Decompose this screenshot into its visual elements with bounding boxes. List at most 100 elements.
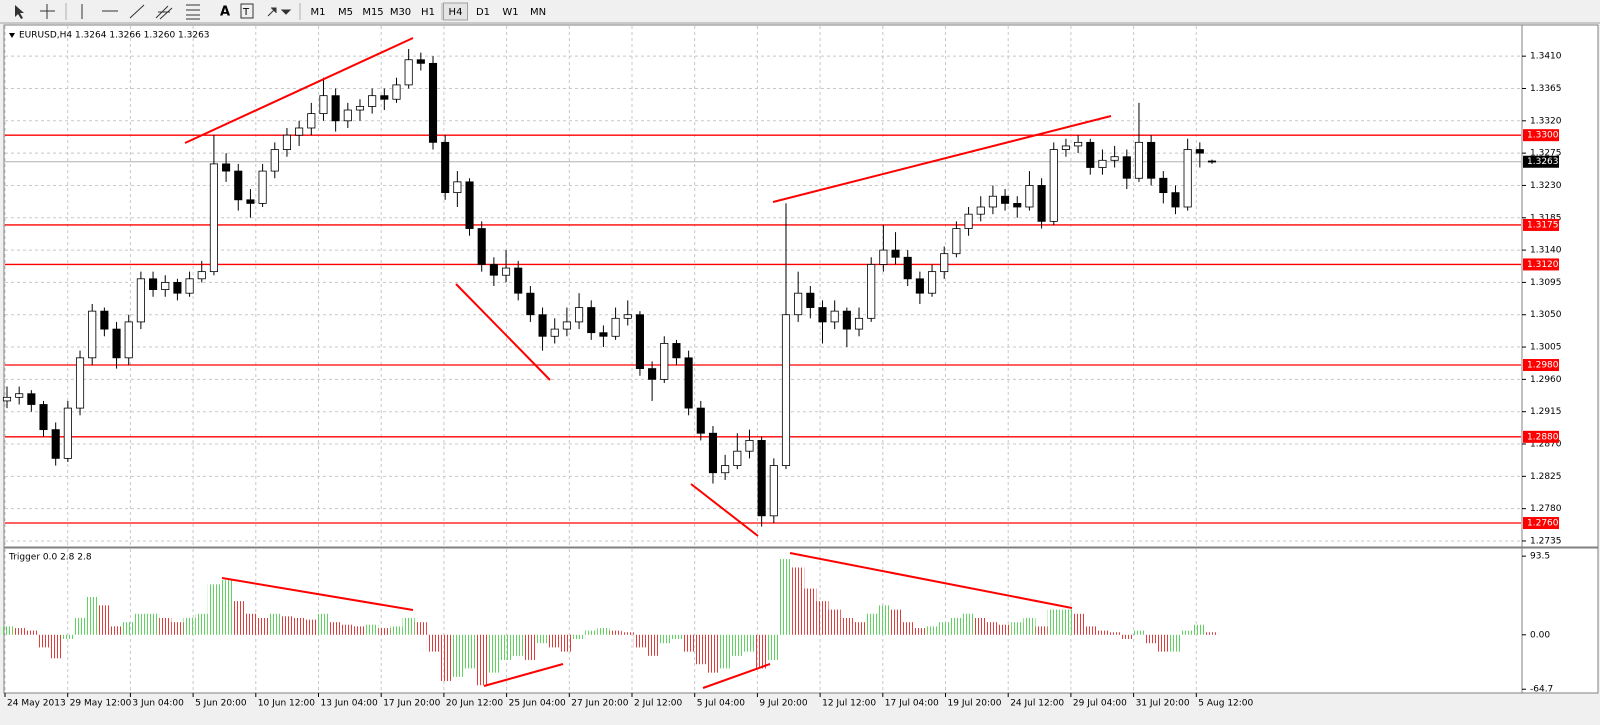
candle-body [380,95,389,100]
histogram-bar [402,617,415,635]
candle-body [161,282,170,290]
trend-line[interactable] [702,663,771,689]
timeframe-button[interactable]: H1 [421,7,435,18]
candle-body [368,95,377,107]
arrows-tool[interactable] [267,7,292,17]
text-tool[interactable]: A [220,5,230,20]
candle-body [514,267,523,294]
histogram-bar [706,634,720,673]
histogram-bar [475,634,488,686]
candle-body [1195,149,1204,154]
candle-body [708,432,718,474]
candle-body [39,404,48,431]
candle-body [599,332,608,337]
candle-body [672,343,681,359]
histogram-bar [950,617,963,635]
histogram-bar [13,628,26,635]
candle-body [940,253,949,273]
timeframe-button[interactable]: D1 [476,7,490,18]
timeframe-button[interactable]: H4 [449,7,463,18]
candle-body [392,84,401,100]
histogram-bar [293,617,306,635]
timeframe-button[interactable]: MN [530,7,546,18]
time-label: 12 Jul 12:00 [822,699,876,709]
histogram-bar [1035,626,1048,635]
time-label: 17 Jul 04:00 [885,699,939,709]
trend-line[interactable] [789,552,1073,609]
level-tag [1523,517,1559,530]
histogram-bar [0,626,14,635]
candle-body [355,106,365,111]
histogram-bar [280,616,294,635]
trend-line[interactable] [690,483,759,537]
trendline-tool[interactable] [129,4,145,19]
price-label: 1.3005 [1530,343,1562,353]
crosshair-tool[interactable] [40,4,55,19]
chart-title: EURUSD,H4 1.3264 1.3266 1.3260 1.3263 [19,31,210,41]
trend-line[interactable] [772,115,1112,203]
histogram-bar [1120,634,1133,640]
candle-body [988,195,997,208]
candle-body [562,321,571,330]
candle-body [477,228,486,265]
chart-menu-arrow[interactable] [9,33,15,38]
histogram-bar [682,634,695,652]
histogram-bar [366,624,379,635]
candle-body [1061,145,1070,150]
level-tag [1523,430,1559,443]
trend-line[interactable] [483,663,564,687]
histogram-bar [986,622,999,635]
price-label: 1.3365 [1530,84,1562,94]
trend-line[interactable] [455,283,551,381]
histogram-bar [305,619,318,635]
price-label: 1.3050 [1530,310,1562,320]
price-label: 1.3410 [1530,52,1562,62]
timeframe-button[interactable]: W1 [502,7,518,18]
candle-body [842,310,851,330]
candle-body [696,407,705,434]
time-label: 19 Jul 20:00 [948,699,1002,709]
histogram-bar [731,634,744,656]
histogram-bar [220,580,233,635]
label-tool[interactable]: T [240,3,254,19]
timeframe-button[interactable]: M5 [338,7,353,18]
level-label: 1.2980 [1527,361,1559,371]
price-chart-frame [3,24,1599,548]
time-label: 20 Jun 12:00 [446,699,503,709]
histogram-bar [658,634,671,644]
histogram-bar [840,617,853,635]
candle-body [416,59,425,64]
candle-body [51,429,60,459]
price-label: 1.2870 [1530,440,1562,450]
timeframe-button[interactable]: M1 [311,7,326,18]
timeframe-button[interactable]: M30 [390,7,411,18]
level-tag [1523,258,1559,271]
cursor-tool[interactable] [15,5,24,19]
fibo-tool[interactable] [186,4,200,20]
candle-body [1183,149,1192,208]
histogram-bar [37,634,50,648]
time-label: 24 May 2013 [7,699,66,709]
histogram-bar [548,634,561,648]
channel-tool[interactable] [155,5,173,20]
time-label: 13 Jun 04:00 [321,699,378,709]
candle-body [806,292,815,308]
histogram-bar [913,628,926,635]
candle-body [453,181,462,194]
candle-body [684,357,693,409]
histogram-bar [183,617,196,635]
candle-body [173,282,182,294]
trend-line[interactable] [221,577,414,611]
candle-body [1086,141,1095,168]
histogram-bar [865,613,878,635]
trend-line[interactable] [184,37,414,144]
timeframe-button[interactable]: M15 [362,7,383,18]
candle-body [1098,159,1107,168]
level-label: 1.2880 [1527,432,1559,442]
candle-body [635,314,644,369]
price-label: 1.2735 [1530,536,1562,546]
price-label: 1.3185 [1530,213,1562,223]
candle-body [976,206,985,215]
candle-body [404,59,413,86]
